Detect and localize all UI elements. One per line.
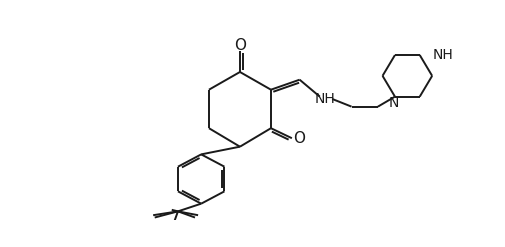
Text: N: N [387,96,398,110]
Text: O: O [233,38,245,53]
Text: NH: NH [314,92,335,106]
Text: NH: NH [431,48,452,62]
Text: O: O [292,131,304,146]
